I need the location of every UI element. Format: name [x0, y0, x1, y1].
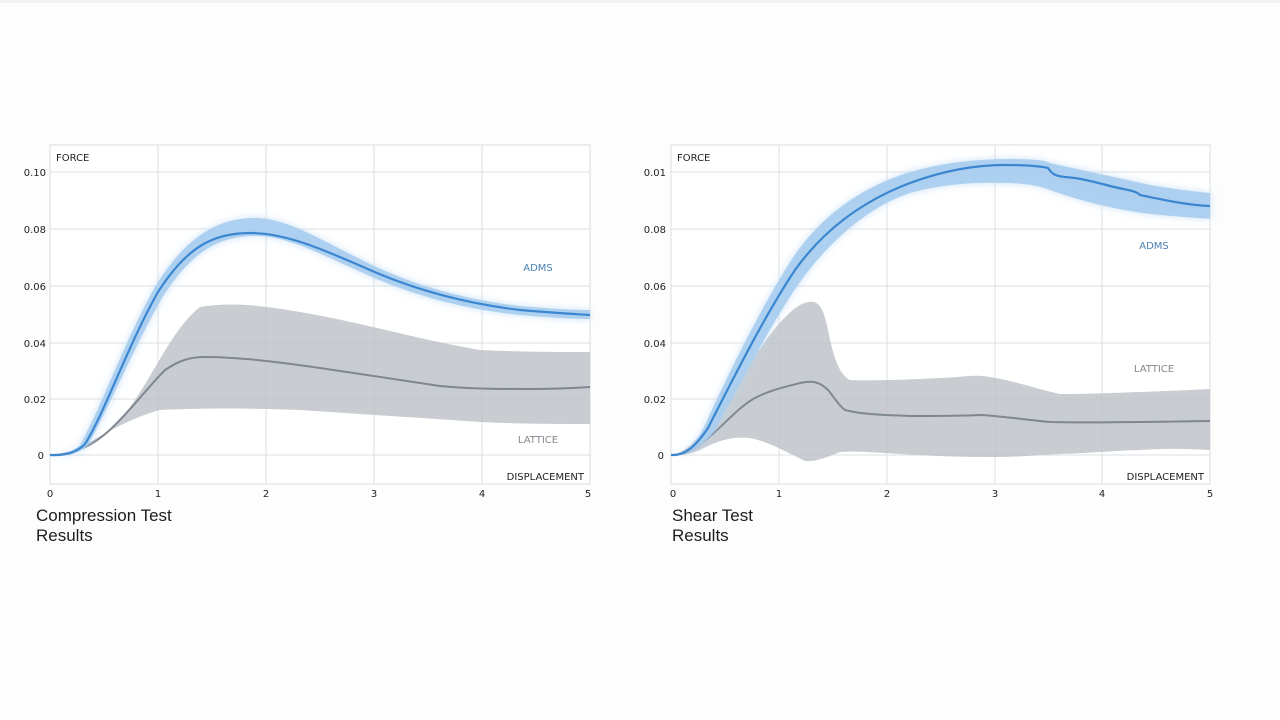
shear-ylabel: FORCE	[677, 153, 710, 164]
svg-text:2: 2	[263, 489, 269, 500]
svg-text:4: 4	[1099, 489, 1105, 500]
compression-gridlines	[50, 145, 590, 484]
top-edge-bar	[0, 0, 1280, 3]
shear-lattice-band	[671, 301, 1210, 462]
svg-text:5: 5	[1207, 489, 1213, 500]
compression-caption: Compression Test Results	[36, 506, 236, 546]
svg-text:0.02: 0.02	[24, 395, 46, 406]
svg-text:0: 0	[38, 451, 44, 462]
svg-text:0.06: 0.06	[24, 282, 46, 293]
compression-adms-line	[49, 231, 591, 457]
svg-text:0.08: 0.08	[24, 225, 46, 236]
svg-text:0.02: 0.02	[644, 395, 666, 406]
svg-text:0.04: 0.04	[24, 339, 46, 350]
svg-text:0.04: 0.04	[644, 339, 666, 350]
shear-caption-line1: Shear Test	[672, 506, 753, 525]
shear-caption-line2: Results	[672, 526, 729, 545]
shear-adms-line	[670, 163, 1211, 457]
compression-lattice-band	[50, 304, 590, 455]
compression-yticks: 0.10 0.08 0.06 0.04 0.02 0	[24, 168, 46, 462]
svg-text:0: 0	[47, 489, 53, 500]
svg-text:3: 3	[992, 489, 998, 500]
compression-legend-lattice: LATTICE	[518, 435, 558, 446]
compression-xlabel: DISPLACEMENT	[507, 472, 585, 483]
shear-caption: Shear Test Results	[672, 506, 872, 546]
svg-text:2: 2	[884, 489, 890, 500]
shear-adms-band	[671, 159, 1210, 456]
svg-text:0.10: 0.10	[24, 168, 46, 179]
shear-xticks: 0 1 2 3 4 5	[670, 489, 1213, 500]
svg-text:0.06: 0.06	[644, 282, 666, 293]
svg-text:5: 5	[585, 489, 591, 500]
svg-text:0: 0	[658, 451, 664, 462]
svg-text:0.08: 0.08	[644, 225, 666, 236]
shear-legend-adms: ADMS	[1139, 241, 1169, 252]
shear-xlabel: DISPLACEMENT	[1127, 472, 1205, 483]
svg-text:1: 1	[776, 489, 782, 500]
svg-text:0: 0	[670, 489, 676, 500]
shear-legend-lattice: LATTICE	[1134, 364, 1174, 375]
compression-lattice-line	[49, 355, 591, 456]
compression-legend-adms: ADMS	[523, 263, 553, 274]
svg-text:1: 1	[155, 489, 161, 500]
compression-ylabel: FORCE	[56, 153, 89, 164]
shear-plot-area	[670, 144, 1211, 485]
shear-lattice-line	[670, 380, 1211, 456]
compression-caption-line2: Results	[36, 526, 93, 545]
svg-text:0.01: 0.01	[644, 168, 666, 179]
compression-caption-line1: Compression Test	[36, 506, 172, 525]
shear-yticks: 0.01 0.08 0.06 0.04 0.02 0	[644, 168, 666, 462]
svg-text:4: 4	[479, 489, 485, 500]
compression-plot-area	[49, 144, 591, 485]
svg-text:3: 3	[371, 489, 377, 500]
compression-xticks: 0 1 2 3 4 5	[47, 489, 591, 500]
